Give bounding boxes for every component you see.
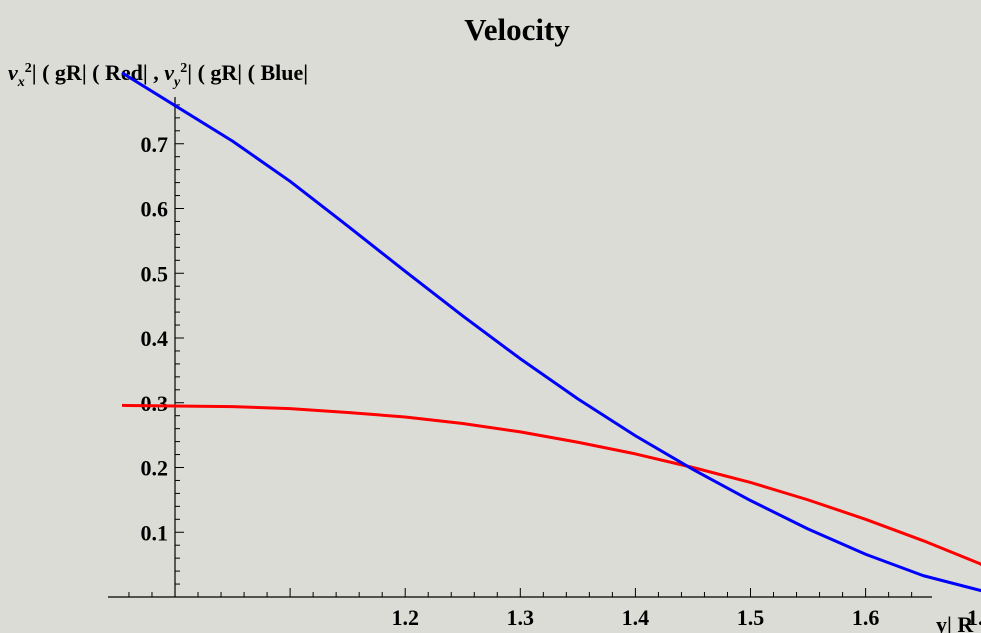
x-axis-ticks: 1.2 1.3 1.4 1.5 1.6 1.7 — [128, 588, 981, 630]
chart-title: Velocity — [464, 12, 570, 47]
x-tick-label: 1.3 — [507, 605, 535, 630]
y-tick-label: 0.4 — [141, 326, 169, 351]
x-tick-label: 1.6 — [852, 605, 880, 630]
y-tick-label: 0.3 — [141, 391, 169, 416]
series-line-blue — [121, 71, 981, 593]
x-tick-label: 1.5 — [737, 605, 765, 630]
y-axis-ticks: 0.1 0.2 0.3 0.4 0.5 0.6 0.7 — [141, 104, 184, 585]
y-axis-label: vx2| ( gR| ( Red| , vy2| ( gR| ( Blue| — [8, 60, 308, 90]
y-tick-label: 0.5 — [141, 261, 169, 286]
svg-text:vx2| ( gR| ( Red| , vy2| ( gR|: vx2| ( gR| ( Red| , vy2| ( gR| ( Blue| — [8, 60, 308, 90]
y-tick-label: 0.6 — [141, 197, 169, 222]
y-tick-label: 0.7 — [141, 132, 169, 157]
series-group — [121, 71, 981, 593]
x-tick-label: 1.4 — [622, 605, 650, 630]
y-tick-label: 0.2 — [141, 456, 169, 481]
series-line-red — [121, 403, 981, 567]
x-axis-label: y| R — [936, 612, 974, 633]
x-tick-label: 1.7 — [967, 605, 981, 630]
x-tick-label: 1.2 — [391, 605, 419, 630]
y-tick-label: 0.1 — [141, 520, 169, 545]
